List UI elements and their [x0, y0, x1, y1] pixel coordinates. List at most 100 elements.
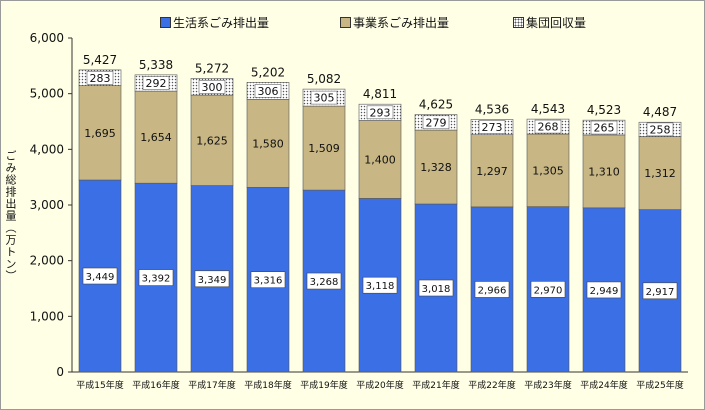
legend-item-collection: 集団回収量	[513, 14, 586, 31]
data-label: 3,018	[422, 284, 451, 295]
data-label: 273	[482, 121, 503, 134]
legend-swatch-business	[340, 17, 351, 28]
data-label: 3,118	[366, 281, 395, 292]
legend-label-collection: 集団回収量	[526, 16, 587, 30]
y-tick-label: 1,000	[30, 309, 64, 323]
legend-swatch-household	[160, 17, 171, 28]
y-tick-label: 6,000	[30, 31, 64, 45]
data-label-box	[82, 267, 118, 285]
data-label: 305	[314, 92, 335, 105]
data-label-box	[422, 115, 450, 130]
data-label-box	[590, 120, 618, 135]
total-label: 5,427	[83, 53, 117, 67]
total-label: 4,523	[587, 103, 621, 117]
data-label-box	[198, 80, 226, 94]
legend-item-household: 生活系ごみ排出量	[160, 14, 269, 31]
total-label: 4,625	[419, 98, 453, 112]
data-label-box	[306, 272, 342, 290]
legend-item-business: 事業系ごみ排出量	[340, 14, 449, 31]
data-label: 1,310	[588, 165, 620, 178]
x-tick-label: 平成19年度	[300, 379, 347, 391]
data-label-box	[534, 119, 562, 134]
bar-segment	[414, 129, 458, 205]
x-tick-label: 平成16年度	[132, 379, 179, 391]
data-label: 2,970	[534, 285, 563, 296]
x-tick-label: 平成22年度	[468, 379, 515, 391]
data-label: 3,392	[142, 274, 171, 285]
data-label-box	[142, 76, 170, 90]
x-tick-label: 平成23年度	[524, 379, 571, 391]
data-label-box	[310, 90, 338, 105]
bar-segment	[302, 105, 346, 191]
bar-segment	[134, 90, 178, 184]
x-tick-label: 平成25年度	[636, 379, 683, 391]
y-tick-label: 3,000	[30, 198, 64, 212]
x-tick-label: 平成21年度	[412, 379, 459, 391]
data-label: 1,625	[196, 134, 228, 147]
data-label-box	[586, 281, 622, 299]
total-label: 4,811	[363, 87, 397, 101]
data-label: 292	[146, 77, 167, 90]
bar-segment	[190, 94, 234, 186]
y-tick-label: 0	[56, 365, 64, 379]
x-tick-label: 平成18年度	[244, 379, 291, 391]
legend: 生活系ごみ排出量 事業系ごみ排出量 集団回収量	[0, 12, 705, 32]
total-label: 4,487	[643, 105, 677, 119]
legend-label-business: 事業系ごみ排出量	[353, 16, 450, 30]
total-label: 5,272	[195, 61, 229, 75]
data-label: 268	[538, 121, 559, 134]
y-tick-label: 4,000	[30, 142, 64, 156]
total-label: 4,536	[475, 102, 509, 116]
total-label: 5,082	[307, 72, 341, 86]
data-label-box	[86, 71, 114, 85]
data-label: 283	[90, 72, 111, 85]
data-label: 265	[594, 122, 615, 135]
y-axis-title: ごみ総排出量（万トン）	[4, 150, 17, 282]
data-label-box	[254, 84, 282, 98]
data-label-box	[474, 281, 510, 298]
data-label: 279	[426, 116, 447, 129]
data-label: 2,949	[590, 286, 619, 297]
total-label: 5,202	[251, 65, 285, 79]
data-label-box	[366, 105, 394, 120]
legend-swatch-collection	[513, 17, 524, 28]
data-label-box	[646, 122, 674, 137]
data-label-box	[418, 279, 454, 297]
data-label: 1,312	[644, 167, 676, 180]
data-label-box	[138, 269, 174, 286]
data-label-box	[530, 281, 566, 298]
data-label: 1,305	[532, 164, 564, 177]
x-tick-label: 平成24年度	[580, 379, 627, 391]
data-label: 258	[650, 123, 671, 136]
data-label: 300	[202, 81, 223, 94]
data-label: 1,580	[252, 137, 284, 150]
data-label: 306	[258, 85, 279, 98]
bar-segment	[470, 134, 514, 208]
data-label: 1,400	[364, 153, 396, 166]
data-label-box	[478, 120, 506, 134]
bar-segment	[582, 134, 626, 209]
data-label: 1,297	[476, 165, 508, 178]
total-label: 5,338	[139, 58, 173, 72]
bar-segment	[358, 120, 402, 199]
x-tick-label: 平成17年度	[188, 379, 235, 391]
data-label-box	[642, 282, 678, 300]
data-label-box	[362, 276, 398, 294]
y-tick-label: 2,000	[30, 254, 64, 268]
data-label: 3,268	[310, 277, 339, 288]
data-label: 1,695	[84, 127, 116, 140]
data-label: 3,449	[86, 272, 115, 283]
data-label: 3,349	[198, 275, 227, 286]
data-label: 293	[370, 106, 391, 119]
x-tick-label: 平成20年度	[356, 379, 403, 391]
legend-label-household: 生活系ごみ排出量	[173, 16, 270, 30]
data-label: 1,509	[308, 142, 340, 155]
data-label: 1,328	[420, 161, 452, 174]
data-label: 3,316	[254, 276, 283, 287]
data-label-box	[194, 270, 230, 288]
bar-segment	[246, 99, 290, 188]
x-tick-label: 平成15年度	[76, 379, 123, 391]
total-label: 4,543	[531, 102, 565, 116]
data-label: 2,917	[646, 287, 675, 298]
data-label-box	[250, 271, 286, 289]
